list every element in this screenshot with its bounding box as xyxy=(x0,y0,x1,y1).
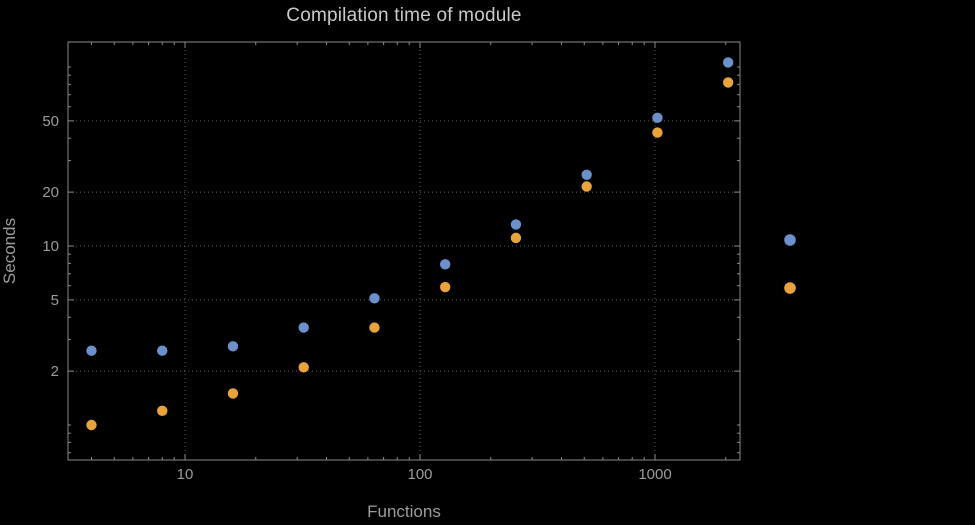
data-point-blue xyxy=(510,219,522,230)
data-point-blue xyxy=(369,293,380,304)
data-point-blue xyxy=(227,341,239,352)
legend-marker-blue xyxy=(784,234,796,246)
data-point-blue xyxy=(157,345,168,356)
data-point-orange xyxy=(439,281,451,293)
y-tick-label: 2 xyxy=(51,363,59,380)
plot-frame xyxy=(67,41,741,461)
data-point-orange xyxy=(157,405,168,417)
data-point-orange xyxy=(510,232,522,244)
data-point-blue xyxy=(298,322,309,333)
x-tick-label: 10 xyxy=(177,466,194,483)
data-point-blue xyxy=(722,57,734,68)
data-point-orange xyxy=(298,362,309,373)
y-tick-label: 5 xyxy=(51,292,59,309)
data-point-blue xyxy=(86,345,97,356)
data-point-orange xyxy=(652,127,663,138)
y-axis-label: Seconds xyxy=(0,217,19,285)
legend-marker-orange xyxy=(784,282,796,294)
x-tick-label: 1000 xyxy=(638,466,671,483)
data-point-blue xyxy=(581,169,592,180)
data-point-blue xyxy=(652,112,663,124)
data-point-orange xyxy=(722,77,734,88)
data-point-orange xyxy=(227,388,239,399)
y-tick-label: 10 xyxy=(42,238,59,255)
y-tick-label: 50 xyxy=(42,113,59,130)
data-point-orange xyxy=(581,181,592,192)
y-tick-label: 20 xyxy=(42,184,59,201)
data-point-orange xyxy=(86,419,97,431)
chart-title: Compilation time of module xyxy=(286,5,522,26)
x-tick-label: 100 xyxy=(407,466,432,483)
x-axis-label: Functions xyxy=(367,502,441,521)
data-point-orange xyxy=(369,322,380,333)
data-point-blue xyxy=(439,259,451,270)
